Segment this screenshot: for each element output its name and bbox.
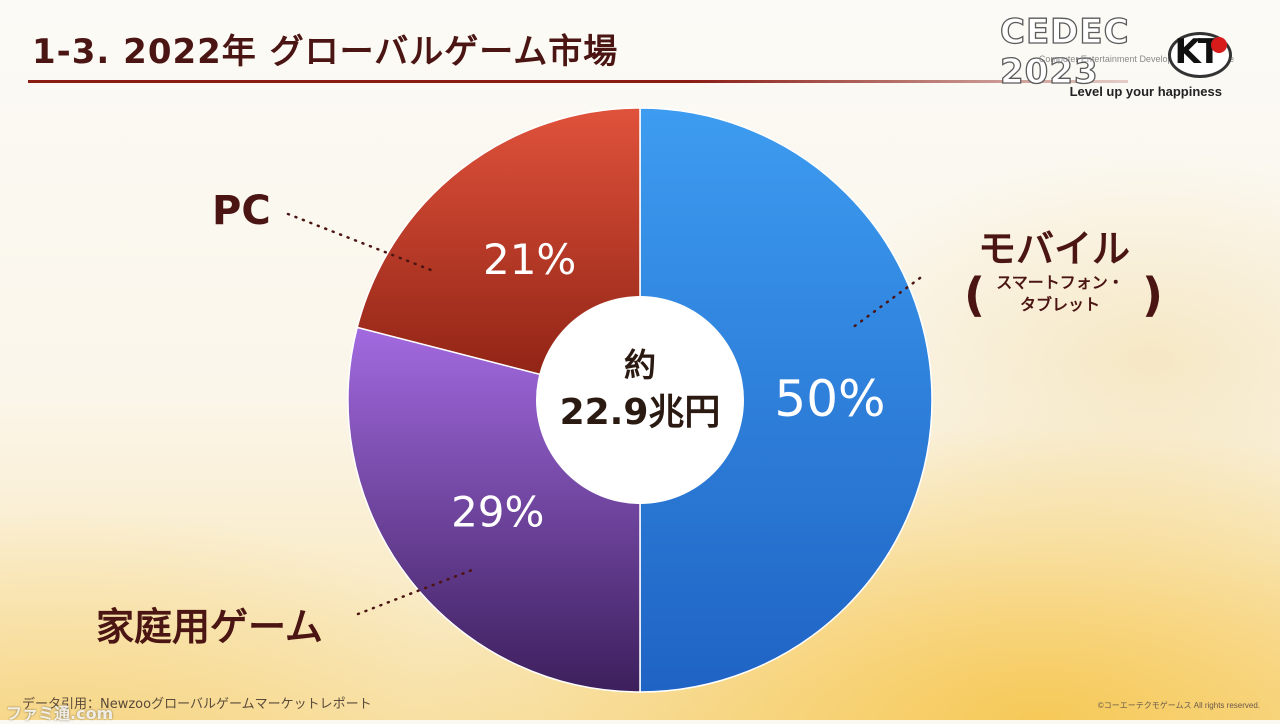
slice-mobile (639, 107, 933, 693)
logo-area: CEDEC 2023 Computer Entertainment Develo… (999, 8, 1260, 99)
cedec-subtitle: Computer Entertainment Developers Confer… (1038, 54, 1234, 64)
kt-logo-dot (1211, 37, 1227, 53)
pct-label-mobile: 50% (774, 370, 885, 428)
company-tagline: Level up your happiness (1069, 84, 1222, 99)
donut-center (536, 296, 744, 504)
slide-title: 1-3. 2022年 グローバルゲーム市場 (32, 32, 619, 72)
label-mobile-sublabel: スマートフォン・ タブレット (985, 272, 1135, 316)
mobile-leader-line (850, 276, 922, 330)
center-label-prefix: 約 (624, 346, 656, 384)
data-source-note: データ引用：Newzooグローバルゲームマーケットレポート (22, 697, 372, 712)
watermark: ファミ通.com (6, 704, 114, 723)
label-mobile-sublabel-line2: タブレット (1019, 295, 1100, 314)
copyright-note: ©コーエーテクモゲームス All rights reserved. (1097, 701, 1260, 710)
label-console: 家庭用ゲーム (96, 605, 323, 649)
label-mobile: モバイル (978, 227, 1131, 271)
pct-label-console: 29% (451, 487, 544, 536)
paren-close: ) (1142, 268, 1164, 322)
cedec-logo: CEDEC 2023 (999, 11, 1130, 92)
pc-leader-line (286, 212, 438, 274)
paren-open: ( (964, 268, 986, 322)
label-pc: PC (212, 188, 271, 234)
label-mobile-sublabel-line1: スマートフォン・ (996, 273, 1124, 292)
pct-label-pc: 21% (483, 235, 576, 284)
center-label-total: 22.9兆円 (560, 392, 721, 433)
title-underline (28, 80, 1128, 83)
